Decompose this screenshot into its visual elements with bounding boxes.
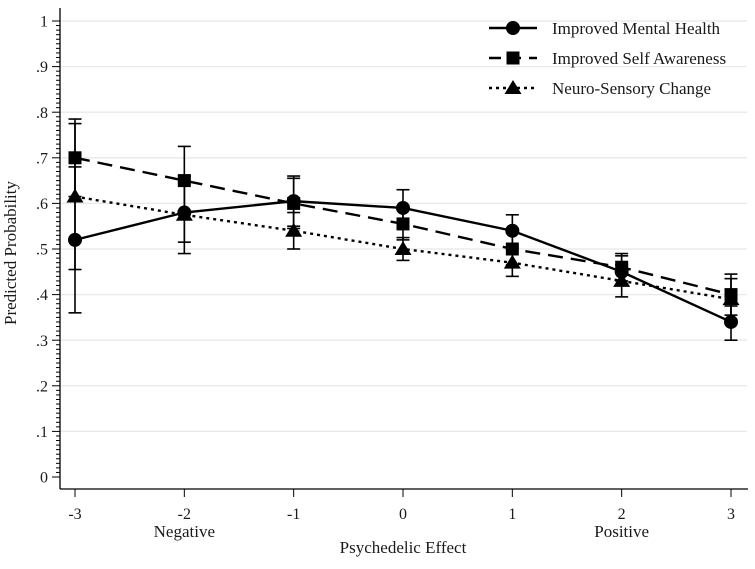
legend-sample-square-dashed-line	[489, 51, 537, 65]
legend: Improved Mental Health Improved Self Awa…	[487, 16, 726, 100]
legend-item-improved-self-awareness: Improved Self Awareness	[487, 46, 726, 70]
y-tick-label: 0	[40, 470, 48, 487]
triangle-marker-icon	[504, 80, 522, 94]
x-tick-label: -3	[68, 506, 81, 523]
y-axis-title: Predicted Probability	[1, 181, 20, 326]
y-tick-label: .7	[36, 150, 48, 167]
y-tick-label: .6	[36, 196, 48, 213]
x-tick-label: 0	[399, 506, 407, 523]
circle-marker-icon	[506, 21, 520, 35]
legend-item-neuro-sensory-change: Neuro-Sensory Change	[487, 76, 726, 100]
y-tick-label: .2	[36, 378, 48, 395]
legend-label: Improved Mental Health	[552, 18, 721, 38]
x-axis: -3 -2 -1 0 1 2 3 Negative Positive	[60, 488, 748, 541]
y-tick-label: .1	[36, 424, 48, 441]
x-tick-label: 2	[618, 506, 626, 523]
y-tick-label: 1	[40, 14, 48, 31]
x-tick-label: 1	[508, 506, 516, 523]
y-tick-label: .3	[36, 333, 48, 350]
y-tick-label: .5	[36, 242, 48, 259]
x-axis-sublabel: Negative	[154, 522, 215, 541]
x-tick-label: -2	[178, 506, 191, 523]
y-tick-label: .9	[36, 59, 48, 76]
y-tick-label: .4	[36, 287, 48, 304]
square-marker-icon	[506, 51, 520, 65]
legend-sample-circle-solid-line	[489, 21, 537, 35]
y-axis: 0 .1 .2 .3 .4 .5 .6 .7 .8 .9 1	[36, 8, 61, 489]
x-tick-label: -1	[287, 506, 300, 523]
legend-sample-triangle-dotted-line	[489, 80, 537, 94]
legend-item-improved-mental-health: Improved Mental Health	[487, 16, 726, 40]
series-markers-triangle	[66, 188, 740, 306]
y-tick-label: .8	[36, 105, 48, 122]
legend-label: Improved Self Awareness	[552, 48, 727, 68]
series-neuro-sensory-change	[66, 122, 740, 321]
legend-label: Neuro-Sensory Change	[552, 78, 712, 98]
x-axis-sublabel: Positive	[594, 522, 649, 541]
x-axis-title: Psychedelic Effect	[340, 538, 467, 557]
x-tick-label: 3	[727, 506, 735, 523]
